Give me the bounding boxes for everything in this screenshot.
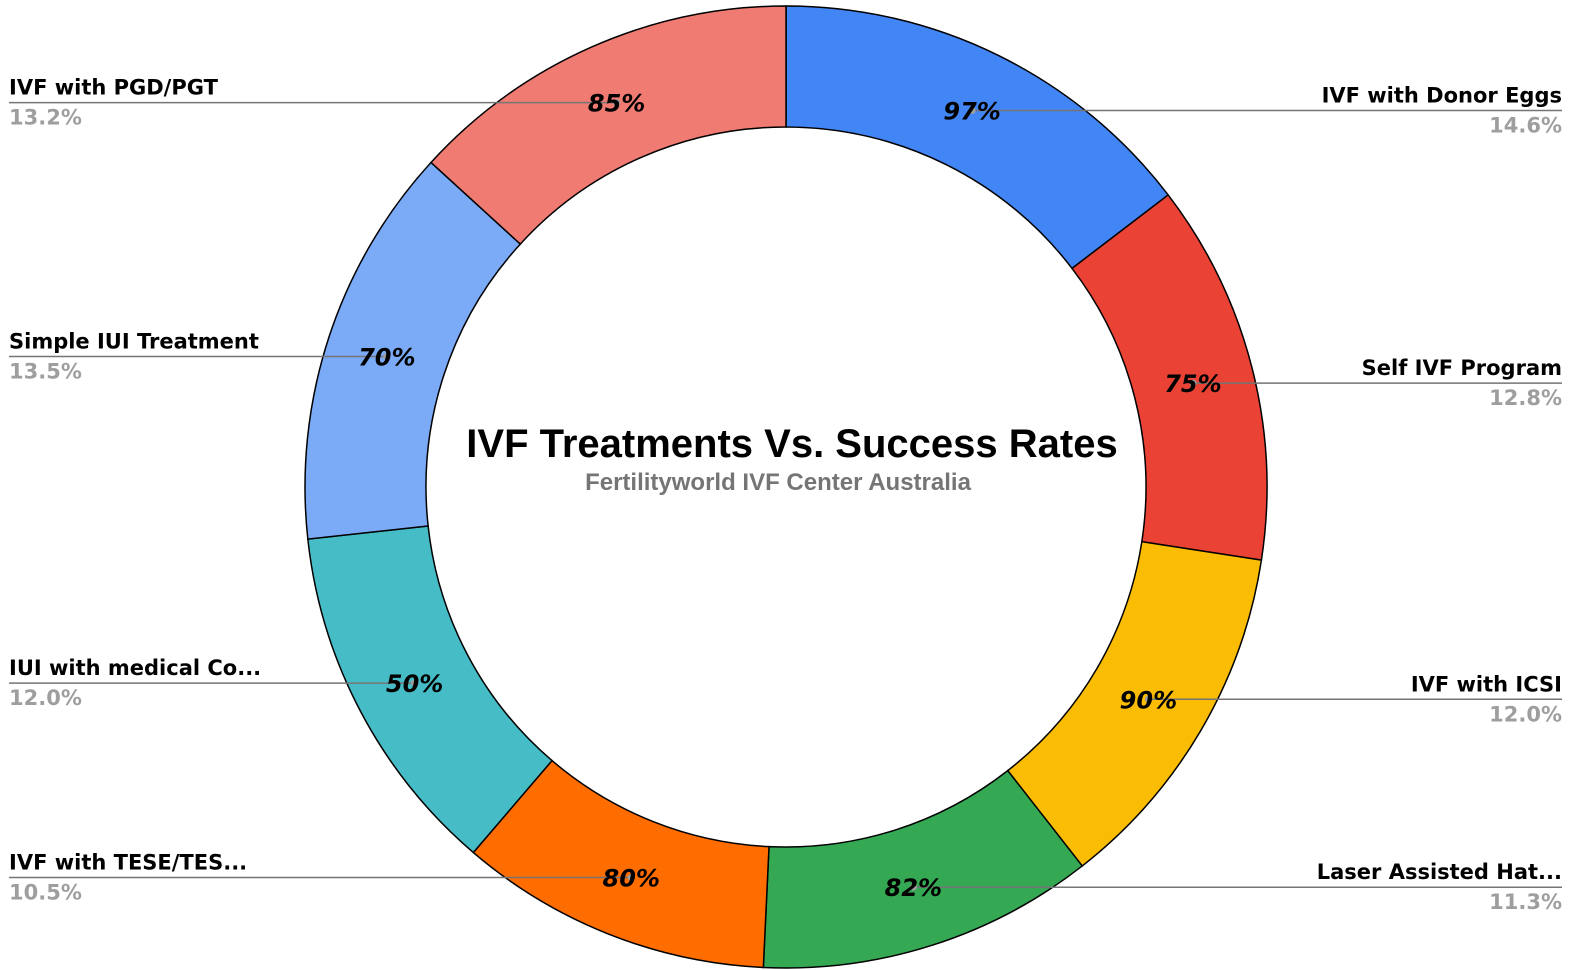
slice-value-label-iui-with-medical-co: 50% [386,670,443,698]
leader-dot-ivf-with-pgd-pgt [613,99,621,107]
callout-percent-ivf-with-icsi: 12.0% [1489,702,1562,726]
chart-subtitle: Fertilityworld IVF Center Australia [585,469,972,496]
slice-value-label-ivf-with-donor-eggs: 97% [943,97,1000,125]
slices-group [304,5,1268,969]
slice-value-label-ivf-with-icsi: 90% [1120,686,1177,714]
slice-value-label-laser-assisted-hat: 82% [885,874,942,902]
callout-percent-laser-assisted-hat: 11.3% [1489,890,1562,914]
callouts-group: IVF with Donor Eggs 14.6% Self IVF Program… [9,76,1562,914]
slice-value-label-ivf-with-tese-tes: 80% [603,864,660,892]
leader-dot-simple-iui-treatment [383,352,391,360]
leader-dot-self-ivf-program [1189,379,1197,387]
slice-labels-group: 97% 75% 90% 82% 80% 50% 70% 85% [358,90,1222,903]
callout-percent-iui-with-medical-co: 12.0% [9,686,82,710]
slice-value-label-ivf-with-pgd-pgt: 85% [588,90,645,118]
leader-dot-laser-assisted-hat [909,883,917,891]
callout-name-ivf-with-pgd-pgt: IVF with PGD/PGT [9,76,219,100]
slice-value-label-self-ivf-program: 75% [1164,370,1221,398]
callout-name-iui-with-medical-co: IUI with medical Co... [9,656,261,680]
callout-name-ivf-with-icsi: IVF with ICSI [1411,672,1562,696]
slice-ivf-with-pgd-pgt[interactable] [429,5,787,246]
callout-percent-ivf-with-donor-eggs: 14.6% [1489,113,1562,137]
callout-name-laser-assisted-hat: Laser Assisted Hat... [1317,860,1562,884]
callout-percent-simple-iui-treatment: 13.5% [9,359,82,383]
callout-name-simple-iui-treatment: Simple IUI Treatment [9,329,259,353]
callout-percent-ivf-with-tese-tes: 10.5% [9,880,82,904]
leader-dot-ivf-with-icsi [1144,695,1152,703]
leader-dot-ivf-with-donor-eggs [968,106,976,114]
leader-dot-iui-with-medical-co [411,679,419,687]
callout-percent-self-ivf-program: 12.8% [1489,386,1562,410]
callout-name-ivf-with-donor-eggs: IVF with Donor Eggs [1322,83,1562,107]
slice-value-label-simple-iui-treatment: 70% [358,343,415,371]
chart-title: IVF Treatments Vs. Success Rates [466,422,1117,466]
slice-ivf-with-donor-eggs[interactable] [785,5,1170,270]
callout-name-self-ivf-program: Self IVF Program [1362,356,1562,380]
callout-percent-ivf-with-pgd-pgt: 13.2% [9,106,82,130]
callout-name-ivf-with-tese-tes: IVF with TESE/TES... [9,850,247,874]
leader-dot-ivf-with-tese-tes [627,873,635,881]
